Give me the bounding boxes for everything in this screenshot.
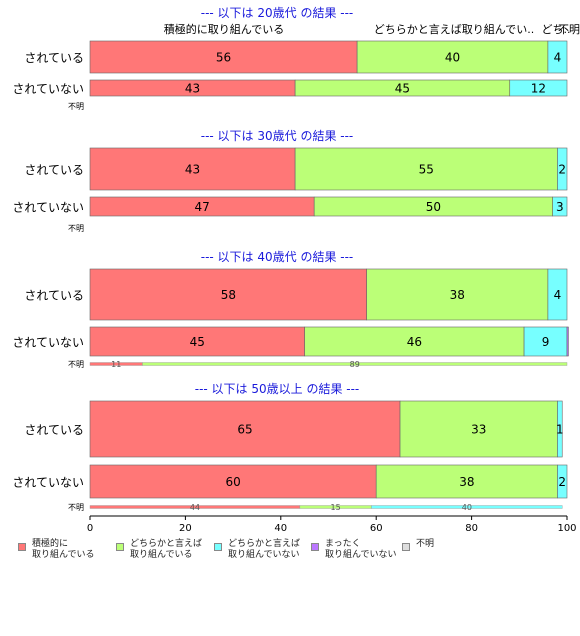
row-label-2-1: されていない [12, 336, 84, 350]
legend-label-0: 積極的に 取り組んでいる [32, 539, 95, 560]
row-label-0-1: されていない [12, 82, 84, 96]
x-tick-label-2: 40 [274, 523, 287, 534]
legend-label-3: まったく 取り組んでいない [325, 539, 397, 560]
unknown-label-3: 不明 [68, 503, 84, 512]
data-label-1-0-0: 43 [185, 163, 200, 177]
unknown-data-label-3-1: 15 [331, 503, 341, 512]
panel-title-1: --- 以下は 30歳代 の結果 --- [201, 129, 354, 143]
data-label-2-1-1: 46 [407, 335, 422, 349]
bar-segment-1-1-2 [552, 196, 568, 217]
panel-title-3: --- 以下は 50歳以上 の結果 --- [195, 382, 360, 396]
x-tick-label-4: 80 [465, 523, 478, 534]
data-label-3-0-2: 1 [556, 423, 564, 437]
x-tick-label-1: 20 [179, 523, 192, 534]
legend-swatch-3 [311, 543, 319, 551]
bar-segment-2-0-0 [89, 268, 367, 321]
column-header-3: 不明 [558, 23, 580, 36]
bar-segment-3-1-0 [89, 464, 377, 499]
data-label-2-1-0: 45 [190, 335, 205, 349]
data-label-1-0-2: 2 [558, 163, 566, 177]
data-label-0-0-0: 56 [216, 51, 231, 65]
data-label-3-0-1: 33 [471, 423, 486, 437]
data-label-0-1-2: 12 [531, 82, 546, 96]
data-label-3-1-2: 2 [558, 475, 566, 489]
bar-segment-1-0-2 [557, 147, 568, 191]
data-label-1-1-0: 47 [194, 200, 209, 214]
legend-swatch-4 [402, 543, 410, 551]
data-label-0-0-1: 40 [445, 51, 460, 65]
row-label-0-0: されている [24, 51, 84, 65]
unknown-data-label-3-0: 44 [190, 503, 200, 512]
bar-segment-2-1-0 [89, 326, 305, 357]
legend-label-2: どちらかと言えば 取り組んでいない [228, 539, 301, 560]
bar-segment-1-0-1 [294, 147, 558, 191]
data-label-2-1-2: 9 [542, 335, 550, 349]
column-header-2: どち.. [542, 23, 571, 36]
legend-label-4: 不明 [416, 539, 435, 549]
unknown-segment-2-1 [142, 362, 568, 366]
legend-swatch-2 [214, 543, 222, 551]
data-label-3-1-1: 38 [459, 475, 474, 489]
column-header-1: どちらかと言えば取り組んでい.. [374, 23, 534, 36]
bar-segment-3-1-2 [557, 464, 568, 499]
bar-segment-0-0-0 [89, 40, 358, 74]
data-label-2-0-1: 38 [450, 288, 465, 302]
legend-swatch-0 [18, 543, 26, 551]
x-tick-label-3: 60 [370, 523, 383, 534]
data-label-0-1-0: 43 [185, 82, 200, 96]
unknown-data-label-3-2: 40 [462, 503, 472, 512]
row-label-1-1: されていない [12, 201, 84, 215]
bar-segment-0-1-2 [509, 79, 568, 97]
row-label-1-0: されている [24, 163, 84, 177]
bar-segment-3-0-1 [399, 400, 558, 458]
data-label-0-1-1: 45 [395, 82, 410, 96]
data-label-1-0-1: 55 [419, 163, 434, 177]
bar-segment-3-0-0 [89, 400, 401, 458]
bar-segment-0-0-1 [356, 40, 549, 74]
bar-segment-3-0-2 [557, 400, 563, 458]
bar-segment-2-0-2 [547, 268, 568, 321]
data-label-3-1-0: 60 [225, 475, 240, 489]
bar-segment-2-1-1 [304, 326, 525, 357]
column-header-0: 積極的に取り組んでいる [164, 22, 284, 36]
data-label-1-1-1: 50 [426, 200, 441, 214]
x-tick-label-0: 0 [87, 523, 93, 534]
bar-segment-1-0-0 [89, 147, 296, 191]
unknown-data-label-2-1: 89 [350, 360, 360, 369]
data-label-3-0-0: 65 [237, 423, 252, 437]
data-label-2-0-2: 4 [554, 288, 562, 302]
legend-label-1: どちらかと言えば 取り組んでいる [130, 539, 203, 560]
data-label-2-0-0: 58 [221, 288, 236, 302]
unknown-label-2: 不明 [68, 360, 84, 369]
data-label-0-0-2: 4 [554, 51, 562, 65]
data-label-1-1-2: 3 [556, 200, 564, 214]
panel-title-0: --- 以下は 20歳代 の結果 --- [201, 6, 354, 20]
unknown-label-0: 不明 [68, 102, 84, 111]
bar-segment-2-1-2 [523, 326, 568, 357]
bar-segment-3-1-1 [375, 464, 558, 499]
row-label-2-0: されている [24, 289, 84, 303]
bar-segment-0-0-2 [547, 40, 568, 74]
row-label-3-1: されていない [12, 476, 84, 490]
unknown-segment-3-2 [371, 505, 563, 509]
panel-title-2: --- 以下は 40歳代 の結果 --- [201, 250, 354, 264]
row-label-3-0: されている [24, 423, 84, 437]
legend-swatch-1 [116, 543, 124, 551]
x-tick-label-5: 100 [557, 523, 576, 534]
unknown-label-1: 不明 [68, 224, 84, 233]
bar-segment-2-1-3 [566, 326, 569, 357]
bar-segment-2-0-1 [366, 268, 549, 321]
unknown-data-label-2-0: 11 [111, 360, 121, 369]
